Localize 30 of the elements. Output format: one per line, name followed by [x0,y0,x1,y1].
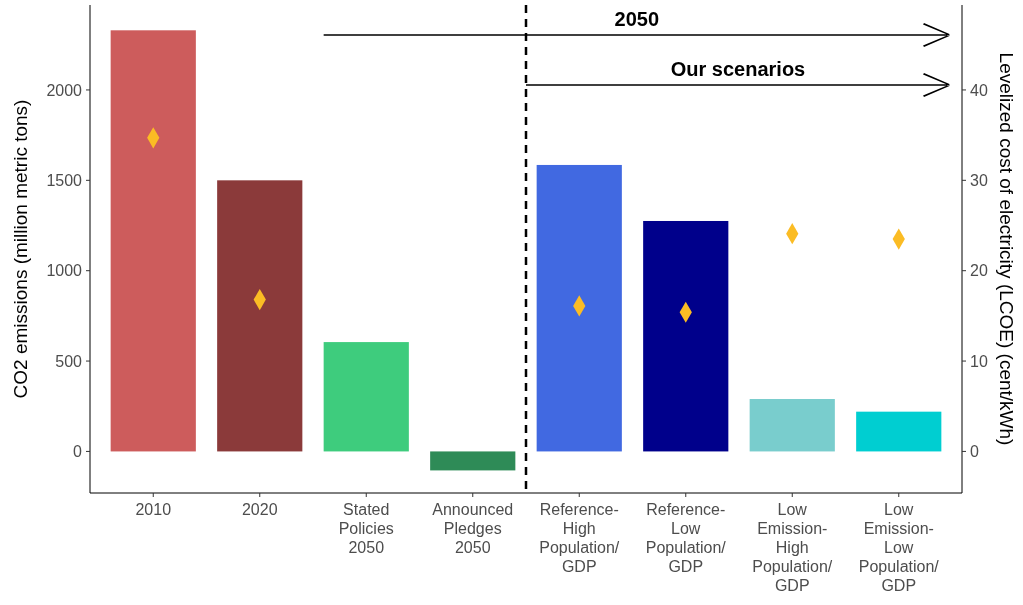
x-tick-label: Reference- Low Population/ GDP [645,501,727,575]
bar [536,164,622,452]
bar [749,399,835,452]
x-tick-label: Stated Policies 2050 [338,501,394,556]
bar [430,451,516,471]
x-tick-label: Reference- High Population/ GDP [539,501,620,575]
y2-tick-label: 20 [970,262,988,280]
bar [323,342,409,452]
y2-tick-label: 0 [970,443,979,461]
annotation: Our scenarios [670,58,806,80]
y-tick-label: 0 [73,443,83,461]
bar [110,30,196,452]
x-tick-label: Low Emission- Low Population/ GDP [858,501,940,594]
x-tick-label: 2020 [241,501,278,518]
x-tick-label: 2010 [135,501,172,518]
bar [217,180,303,452]
y-axis-title: CO2 emissions (million metric tons) [10,99,31,399]
annotation: 2050 [614,8,660,30]
y-tick-label: 1500 [46,171,83,189]
x-tick-label: Announced Pledges 2050 [432,501,514,556]
y-tick-label: 500 [55,352,83,370]
bar [643,220,729,452]
y2-tick-label: 10 [970,352,988,370]
y2-tick-label: 30 [970,171,988,189]
x-tick-label: Low Emission- High Population/ GDP [752,501,833,594]
bar [856,411,942,452]
y2-tick-label: 40 [970,81,988,99]
y2-axis-title: Levelized cost of electricity (LCOE) (cent/kWh) [996,52,1017,446]
y-tick-label: 2000 [46,81,83,99]
y-tick-label: 1000 [46,262,83,280]
